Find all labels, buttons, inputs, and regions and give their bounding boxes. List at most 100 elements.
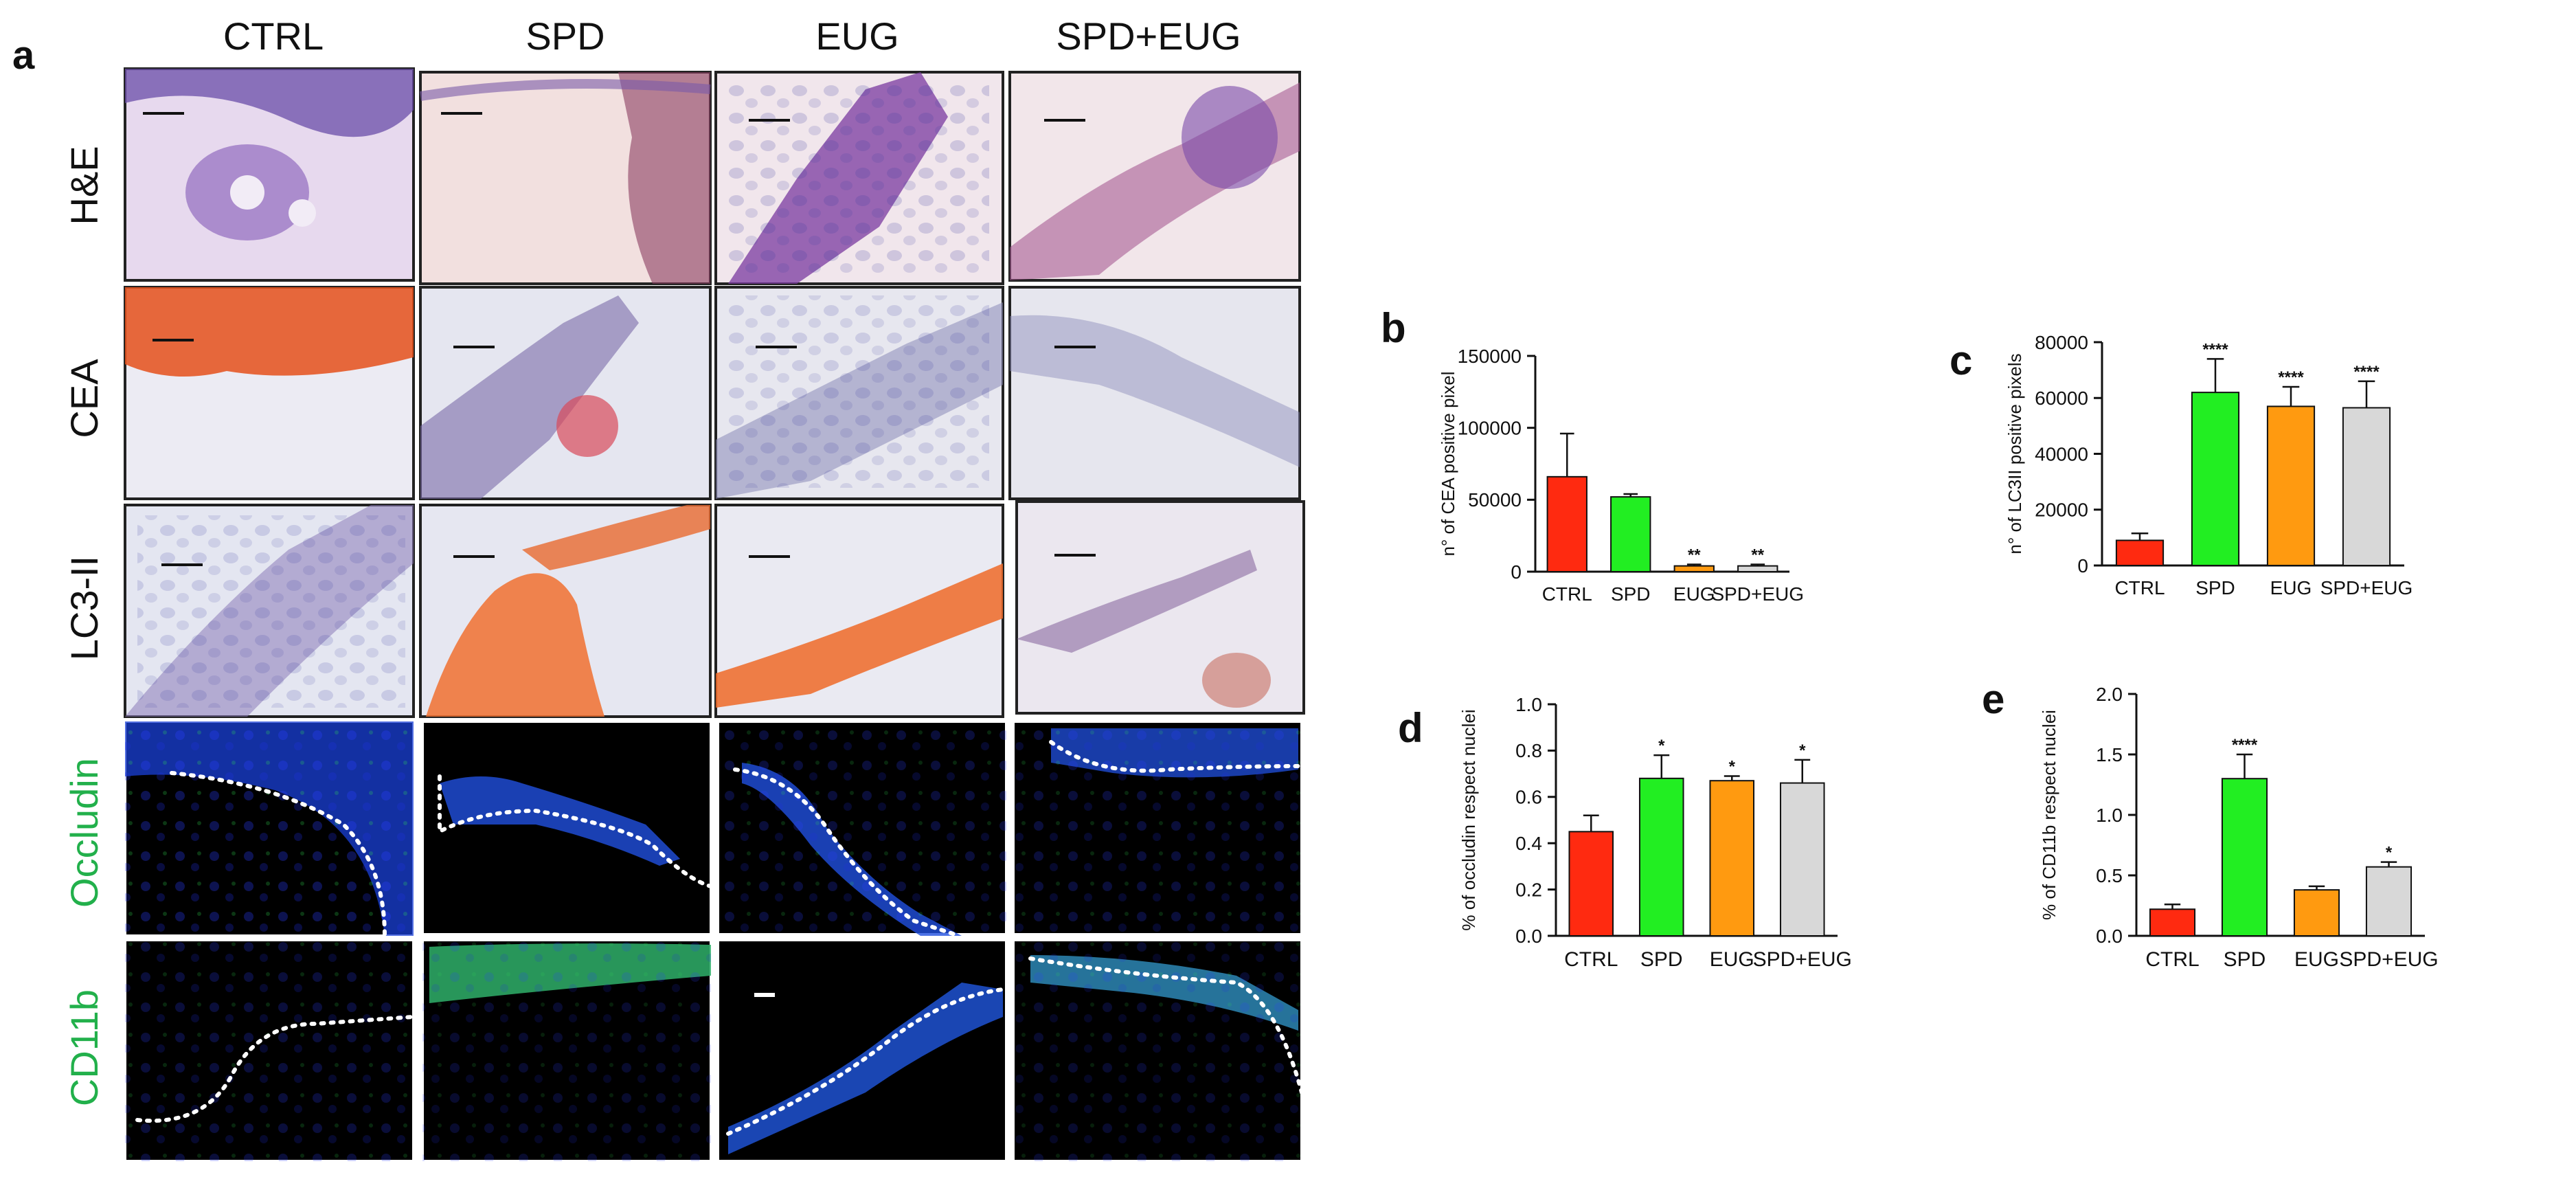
panel-b-letter: b (1381, 305, 1406, 351)
micrograph-lc3-eug (714, 504, 1004, 718)
column-header-spd: SPD (526, 14, 605, 58)
y-tick-label: 20000 (2035, 500, 2088, 521)
bar-eug (2266, 405, 2316, 566)
bar-ctrl (1568, 831, 1614, 937)
significance-marker: * (1729, 757, 1736, 776)
bar-eug (1709, 780, 1755, 937)
bar-spd-eug (1737, 565, 1778, 572)
bar-eug (2293, 889, 2340, 937)
y-tick-label: 50000 (1468, 489, 1522, 511)
y-axis-label: n° of LC3II positive pixels (2004, 353, 2025, 554)
panel-e-letter: e (1982, 676, 2004, 722)
bar-spd (1638, 777, 1684, 937)
y-tick-label: 0.0 (2096, 926, 2123, 947)
y-axis-label: % of CD11b respect nuclei (2039, 710, 2059, 920)
y-tick-label: 1.5 (2096, 744, 2123, 765)
micrograph-cea-spd-eug (1008, 286, 1301, 500)
panel-d-letter: d (1398, 705, 1423, 751)
micrograph-lc3-spd-eug (1015, 500, 1305, 715)
micrograph-cd11b-ctrl (124, 939, 415, 1163)
significance-marker: * (1799, 741, 1806, 760)
x-category-label: CTRL (2145, 948, 2199, 971)
chart-e-cd11b: 0.0 0.5 1.0 1.5 2.0 % of CD11b respect nuclei… (2039, 684, 2439, 971)
x-category-label: SPD+EUG (2320, 577, 2413, 598)
significance-marker: **** (2202, 340, 2228, 359)
bar-spd-eug (2365, 866, 2413, 937)
panel-a-letter: a (12, 33, 35, 78)
x-category-label: EUG (1673, 583, 1715, 605)
bar-ctrl (2149, 908, 2196, 937)
row-label-cea: CEA (63, 359, 106, 438)
micrograph-occludin-spd-eug (1012, 720, 1304, 936)
chart-d-occludin: 0.0 0.2 0.4 0.6 0.8 1.0 % of occludin respect … (1458, 694, 1852, 971)
y-tick-label: 150000 (1458, 346, 1522, 367)
significance-marker: **** (2353, 363, 2380, 381)
micrograph-cd11b-spd-eug (1012, 939, 1304, 1163)
row-label-occludin: Occludin (63, 758, 106, 908)
y-axis-label: % of occludin respect nuclei (1458, 709, 1479, 930)
y-tick-label: 0 (2077, 555, 2088, 576)
significance-marker: ** (1688, 546, 1701, 565)
micrograph-lc3-ctrl (124, 504, 415, 718)
micrograph-grid (124, 67, 1305, 1163)
bar-eug (1673, 565, 1715, 572)
y-tick-label: 2.0 (2096, 684, 2123, 705)
micrograph-occludin-eug (716, 720, 1008, 937)
panel-c-letter: c (1950, 337, 1972, 383)
micrograph-he-spd (419, 71, 712, 285)
micrograph-he-spd-eug (1008, 71, 1301, 282)
x-category-label: CTRL (1564, 948, 1618, 971)
bar-spd-eug (1779, 782, 1825, 937)
micrograph-cea-eug (714, 286, 1004, 500)
micrograph-cea-ctrl (124, 286, 415, 500)
x-category-label: SPD (2195, 577, 2235, 598)
column-header-eug: EUG (815, 14, 899, 58)
y-tick-label: 0.8 (1515, 740, 1542, 761)
y-tick-label: 100000 (1458, 417, 1522, 438)
y-tick-label: 0.2 (1515, 879, 1542, 900)
row-label-lc3: LC3-II (63, 556, 106, 661)
y-tick-label: 60000 (2035, 388, 2088, 409)
row-label-cd11b: CD11b (63, 989, 106, 1106)
significance-marker: **** (2278, 368, 2304, 387)
y-tick-label: 0 (1511, 561, 1522, 583)
micrograph-cd11b-spd (421, 939, 712, 1163)
significance-marker: * (1658, 737, 1665, 755)
bar-spd (2191, 392, 2240, 566)
column-header-ctrl: CTRL (223, 14, 324, 58)
x-category-label: EUG (2294, 948, 2339, 971)
y-axis-label: n° of CEA positive pixel (1438, 371, 1458, 556)
y-tick-label: 1.0 (1515, 694, 1542, 715)
y-tick-label: 0.6 (1515, 787, 1542, 808)
micrograph-lc3-spd (419, 504, 712, 718)
x-category-label: EUG (2270, 577, 2312, 598)
x-category-label: SPD+EUG (1753, 948, 1852, 971)
column-header-spd-eug: SPD+EUG (1056, 14, 1241, 58)
y-tick-label: 0.0 (1515, 926, 1542, 947)
bar-ctrl (2115, 539, 2165, 566)
y-tick-label: 0.4 (1515, 833, 1542, 854)
micrograph-occludin-ctrl (124, 720, 415, 938)
micrograph-he-eug (714, 71, 1004, 285)
y-tick-label: 40000 (2035, 443, 2088, 464)
x-category-label: SPD+EUG (2339, 948, 2438, 971)
chart-c-lc3ii: 0 20000 40000 60000 80000 n° of LC3II positiv… (2004, 332, 2413, 598)
bar-spd (2221, 778, 2268, 937)
x-category-label: EUG (1710, 948, 1754, 971)
bar-spd (1610, 496, 1651, 572)
x-category-label: SPD (1640, 948, 1683, 971)
bar-spd-eug (2342, 407, 2391, 566)
row-label-he: H&E (63, 146, 106, 225)
x-category-label: SPD (1611, 583, 1651, 605)
significance-marker: ** (1751, 546, 1764, 565)
y-tick-label: 1.0 (2096, 805, 2123, 826)
x-category-label: CTRL (2114, 577, 2165, 598)
x-category-label: SPD+EUG (1711, 583, 1804, 605)
y-tick-label: 80000 (2035, 332, 2088, 353)
micrograph-cea-spd (419, 286, 712, 500)
micrograph-cd11b-eug (716, 939, 1008, 1163)
micrograph-occludin-spd (421, 720, 713, 936)
y-tick-label: 0.5 (2096, 865, 2123, 886)
